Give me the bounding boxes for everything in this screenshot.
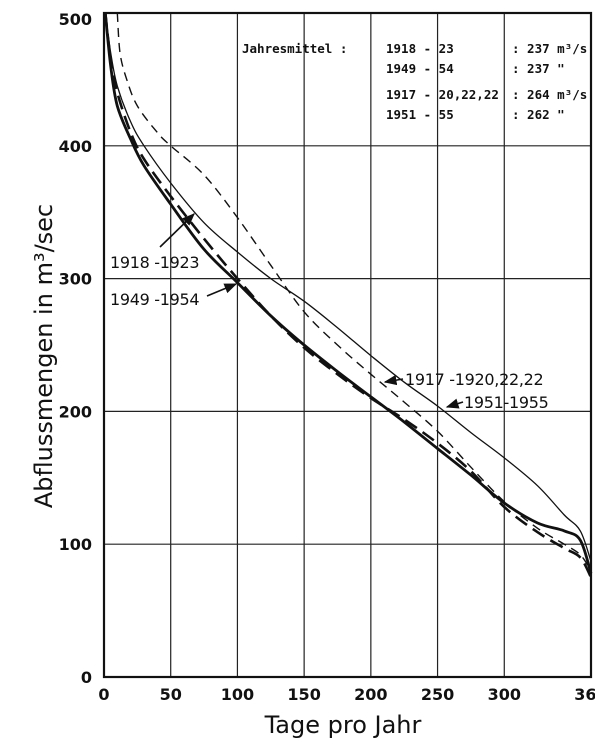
series-layer [103, 12, 593, 579]
plot-frame [102, 11, 593, 679]
annotation-1917-1920: 1917 -1920,22,22 [405, 370, 543, 389]
annotation-1918-1923: 1918 -1923 [110, 253, 199, 272]
legend-value-3: : 264 m³/s [512, 87, 587, 102]
legend-value-4: : 262 " [512, 107, 565, 122]
legend-period-4: 1951 - 55 [386, 107, 454, 122]
legend-period-1: 1918 - 23 [386, 41, 454, 56]
x-tick-label: 365 [574, 685, 595, 704]
x-tick-label: 0 [98, 685, 109, 704]
annotation-arrow-1917-1920 [383, 375, 404, 386]
legend-period-3: 1917 - 20,22,22 [386, 87, 499, 102]
y-tick-label: 500 [59, 10, 92, 29]
grid [104, 13, 591, 677]
x-tick-label: 300 [488, 685, 521, 704]
x-axis-title: Tage pro Jahr [264, 711, 422, 739]
y-tick-label: 400 [59, 137, 92, 156]
series-annotations: 1918 -1923 1949 -1954 1917 -1920,22,22 1… [110, 213, 549, 412]
legend-value-1: : 237 m³/s [512, 41, 587, 56]
legend-period-2: 1949 - 54 [386, 61, 454, 76]
x-tick-label: 200 [354, 685, 387, 704]
y-tick-label: 0 [81, 668, 92, 687]
annotation-1949-1954: 1949 -1954 [110, 290, 199, 309]
series-line-3 [104, 12, 592, 562]
annotation-arrow-1918-1923 [159, 213, 195, 248]
y-axis-title: Abflussmengen in m³/sec [30, 204, 58, 508]
x-tick-label: 250 [421, 685, 454, 704]
annual-mean-legend: Jahresmittel : 1918 - 23 : 237 m³/s 1949… [242, 41, 587, 122]
legend-value-2: : 237 " [512, 61, 565, 76]
annotation-1951-1955: 1951-1955 [464, 393, 549, 412]
legend-label: Jahresmittel : [242, 41, 347, 56]
annotation-arrow-1949-1954 [206, 283, 238, 297]
series-line-4 [116, 12, 592, 572]
y-tick-label: 100 [59, 535, 92, 554]
x-tick-label: 100 [221, 685, 254, 704]
x-tick-label: 150 [287, 685, 320, 704]
annotation-arrow-1951-1955 [445, 398, 464, 409]
y-tick-label: 200 [59, 402, 92, 421]
y-tick-label: 300 [59, 270, 92, 289]
y-axis-ticks: 0 100 200 300 400 500 [59, 10, 92, 687]
x-axis-ticks: 0 50 100 150 200 250 300 365 [98, 685, 595, 704]
x-tick-label: 50 [160, 685, 182, 704]
series-line-2 [104, 12, 593, 579]
series-line-1 [103, 12, 593, 574]
